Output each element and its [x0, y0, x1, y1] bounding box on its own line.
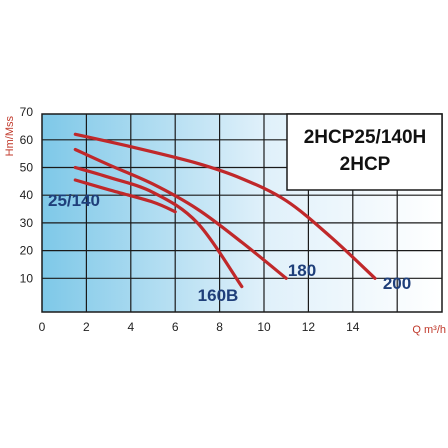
performance-curves — [73, 132, 377, 289]
x-tick-label: 2 — [83, 320, 90, 334]
chart-title-line-2: 2HCP — [340, 154, 391, 175]
x-tick-label: 14 — [346, 320, 360, 334]
x-tick-label: 10 — [257, 320, 271, 334]
x-tick-label: 12 — [302, 320, 316, 334]
x-tick-label: 8 — [216, 320, 223, 334]
x-tick-label: 6 — [172, 320, 179, 334]
curve-label-25-140: 25/140 — [48, 191, 100, 210]
y-tick-label: 60 — [20, 133, 34, 147]
x-axis-label: Q m³/h — [412, 324, 446, 336]
x-tick-label: 0 — [39, 320, 46, 334]
curve-25-140 — [73, 178, 177, 214]
axis-ticks: 0 2 4 6 8 10 12 14 10 20 30 40 50 60 70 — [20, 105, 360, 334]
y-tick-label: 30 — [20, 216, 34, 230]
curve-label-200: 200 — [383, 274, 411, 293]
y-tick-label: 50 — [20, 161, 34, 175]
plot-frame — [41, 113, 443, 313]
curve-160B — [73, 165, 244, 289]
y-tick-label: 20 — [20, 244, 34, 258]
y-tick-label: 10 — [20, 271, 34, 285]
curve-label-180: 180 — [288, 261, 316, 280]
curve-label-160B: 160B — [198, 286, 239, 305]
chart-title-line-1: 2HCP25/140H — [304, 127, 427, 148]
y-axis-label: Hm/Mss — [4, 116, 16, 157]
curve-200 — [73, 132, 377, 280]
curve-labels: 200 180 160B 25/140 — [48, 191, 411, 305]
x-tick-label: 4 — [127, 320, 134, 334]
curve-180 — [73, 147, 288, 280]
y-tick-label: 40 — [20, 188, 34, 202]
title-box — [286, 113, 443, 191]
y-tick-label: 70 — [20, 105, 34, 119]
